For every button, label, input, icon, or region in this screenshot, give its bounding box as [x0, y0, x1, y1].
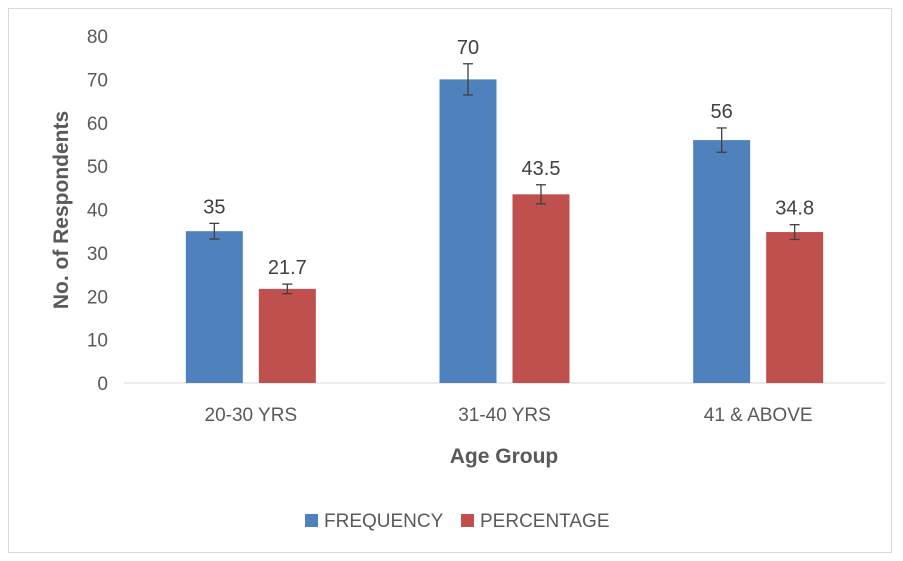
bars: 35 21.7 70 43.5 56 34.8	[185, 37, 824, 383]
x-category-label: 31-40 YRS	[458, 405, 551, 426]
y-axis-ticks: 0 10 20 30 40 50 60 70 80	[87, 27, 108, 395]
data-label: 35	[203, 196, 225, 218]
y-tick-label: 60	[87, 114, 108, 135]
data-label: 70	[457, 37, 479, 59]
data-label: 21.7	[268, 257, 307, 279]
bar-frequency-0	[185, 231, 243, 383]
y-tick-label: 40	[87, 201, 108, 222]
legend-swatch-percentage	[461, 514, 474, 527]
data-label: 34.8	[775, 198, 814, 220]
y-axis-title: No. of Respondents	[50, 111, 73, 309]
y-tick-label: 20	[87, 287, 108, 308]
y-tick-label: 80	[87, 27, 108, 48]
data-label: 56	[711, 101, 733, 123]
legend-label-frequency: FREQUENCY	[324, 511, 444, 532]
bar-percentage-1	[512, 194, 570, 383]
bar-percentage-0	[258, 288, 316, 383]
y-tick-label: 50	[87, 157, 108, 178]
x-category-label: 41 & ABOVE	[704, 405, 813, 426]
legend: FREQUENCY PERCENTAGE	[305, 511, 610, 532]
legend-label-percentage: PERCENTAGE	[480, 511, 610, 532]
bar-frequency-1	[439, 79, 497, 383]
bar-frequency-2	[693, 140, 751, 383]
x-axis-title: Age Group	[450, 445, 559, 468]
y-tick-label: 0	[97, 374, 108, 395]
x-axis-categories: 20-30 YRS 31-40 YRS 41 & ABOVE	[205, 405, 813, 426]
legend-swatch-frequency	[305, 514, 318, 527]
y-tick-label: 70	[87, 70, 108, 91]
data-label: 43.5	[522, 158, 561, 180]
x-category-label: 20-30 YRS	[205, 405, 298, 426]
bar-percentage-2	[766, 232, 824, 383]
y-tick-label: 30	[87, 244, 108, 265]
y-tick-label: 10	[87, 331, 108, 352]
